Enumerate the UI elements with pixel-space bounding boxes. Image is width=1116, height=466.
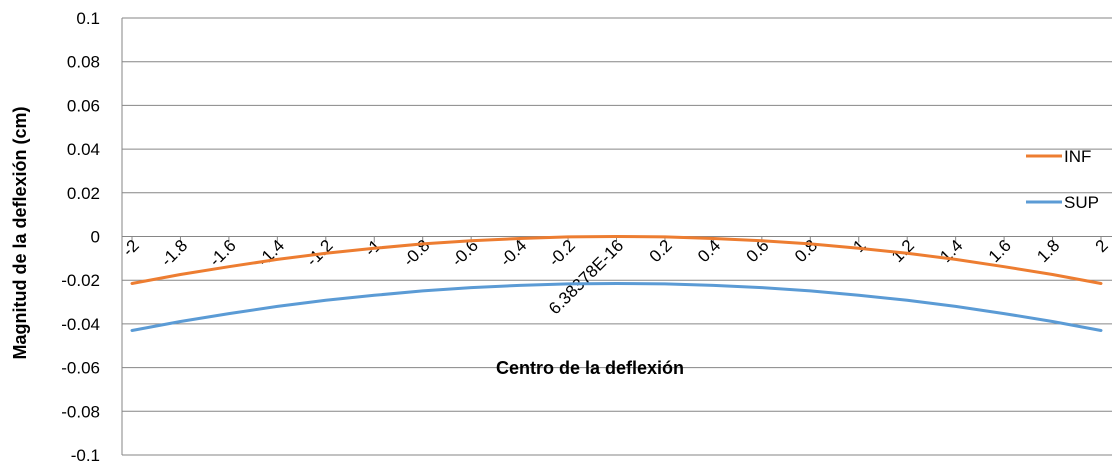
y-tick-label: -0.02 [61, 271, 100, 290]
x-tick-label: 0.2 [646, 236, 676, 266]
y-tick-label: -0.1 [71, 446, 100, 465]
y-tick-label: -0.06 [61, 359, 100, 378]
y-tick-label: -0.08 [61, 402, 100, 421]
x-tick-label: -1.8 [157, 236, 191, 270]
y-tick-label: 0.1 [76, 9, 100, 28]
x-tick-label: 0.8 [791, 236, 821, 266]
series-line-inf [130, 235, 1103, 285]
series-lines [130, 235, 1103, 332]
y-tick-label: 0.08 [67, 53, 100, 72]
y-tick-label: 0 [91, 228, 100, 247]
x-tick-label: 1 [849, 236, 869, 256]
x-tick-label: -0.8 [399, 236, 433, 270]
x-tick-label: 0.4 [694, 236, 724, 266]
series-line-sup [130, 282, 1103, 332]
y-tick-label: 0.06 [67, 96, 100, 115]
x-tick-label: -1.4 [254, 236, 288, 270]
y-tick-label: 0.04 [67, 140, 100, 159]
x-tick-label: 2 [1092, 236, 1112, 256]
legend-label-sup: SUP [1064, 193, 1099, 212]
x-axis-title: Centro de la deflexión [496, 358, 684, 378]
x-tick-label: 1.8 [1033, 236, 1063, 266]
y-axis-title: Magnitud de la deflexión (cm) [10, 106, 30, 359]
legend: INF SUP [1026, 147, 1099, 212]
x-tick-label: -0.2 [545, 236, 579, 270]
y-tick-label: 0.02 [67, 184, 100, 203]
x-tick-label: -0.4 [496, 236, 530, 270]
y-tick-label: -0.04 [61, 315, 100, 334]
y-axis-ticks: 0.1 0.08 0.06 0.04 0.02 0 -0.02 -0.04 -0.06 -0.08… [61, 9, 100, 465]
x-tick-label: 1.6 [985, 236, 1015, 266]
x-axis: -2 -1.8 -1.6 -1.4 -1.2 -1 -0.8 -0.6 -0.4 -0.26.38… [119, 236, 1112, 318]
legend-label-inf: INF [1064, 147, 1091, 166]
